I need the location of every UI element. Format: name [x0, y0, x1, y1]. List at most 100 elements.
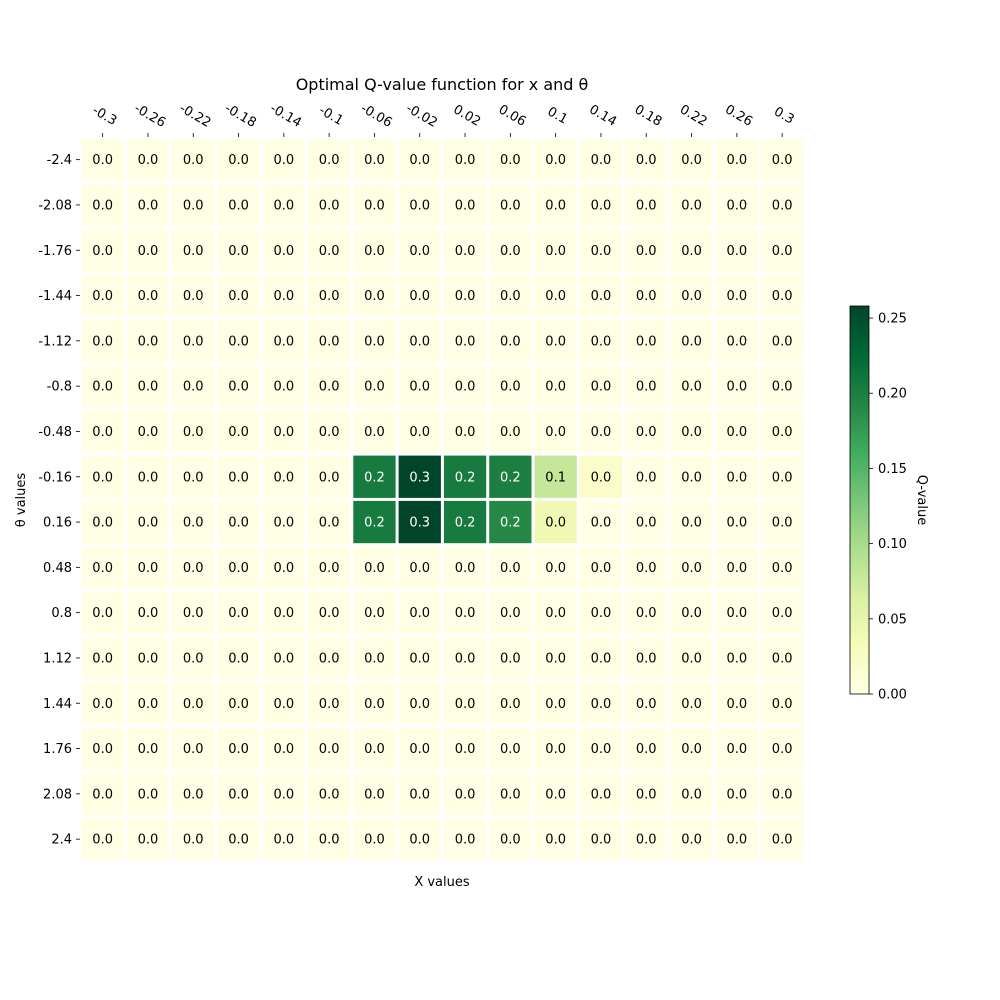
colorbar: 0.00 0.05 0.10 0.15 0.20 0.25 [849, 305, 907, 703]
heatmap-cell [489, 410, 532, 453]
heatmap-cell [670, 591, 713, 634]
cell-value-label: 0.0 [364, 833, 385, 848]
cell-value-label: 0.0 [274, 380, 295, 395]
cell-value-label: 0.0 [409, 289, 430, 304]
cell-value-label: 0.0 [183, 787, 204, 802]
cell-value-label: 0.0 [319, 606, 340, 621]
heatmap-cell [353, 772, 396, 815]
heatmap-cell [534, 636, 577, 680]
x-tick-label: -0.06 [358, 101, 395, 131]
cell-value-label: 0.0 [319, 425, 340, 440]
heatmap-cell [353, 818, 396, 861]
cell-value-label: 0.0 [319, 833, 340, 848]
heatmap-cell [81, 410, 124, 453]
heatmap-cell [534, 546, 577, 589]
cell-value-label: 0.0 [274, 516, 295, 531]
heatmap-cell [625, 138, 668, 181]
cell-value-label: 0.0 [545, 787, 566, 802]
heatmap-cell [715, 727, 758, 770]
heatmap-cell [398, 818, 441, 861]
heatmap-cell [579, 410, 623, 453]
cell-value-label: 0.0 [92, 470, 113, 485]
heatmap-cell [670, 183, 713, 227]
heatmap-cell [262, 772, 305, 815]
cell-value-label: 0.0 [183, 425, 204, 440]
cell-value-label: 0.0 [772, 198, 793, 213]
heatmap-cell [670, 546, 713, 589]
cell-value-label: 0.0 [681, 606, 702, 621]
cell-value-label: 0.0 [364, 697, 385, 712]
cell-value-label: 0.0 [274, 742, 295, 757]
heatmap-cell [217, 319, 260, 362]
heatmap-cell [443, 546, 487, 589]
heatmap-cell [217, 727, 260, 770]
heatmap-cell [625, 229, 668, 272]
heatmap-cell [625, 183, 668, 227]
heatmap-cell [398, 546, 441, 589]
cell-value-label: 0.0 [545, 380, 566, 395]
heatmap-cells [81, 138, 804, 861]
cell-value-label: 0.0 [92, 833, 113, 848]
cell-value-label: 0.0 [727, 651, 748, 666]
cell-value-label: 0.0 [681, 651, 702, 666]
x-axis-ticks: -0.3 -0.26 -0.22 -0.18 -0.14 -0.1 -0.06 -0.02 0.… [90, 101, 797, 137]
y-tick-label: 0.16 [43, 516, 72, 531]
heatmap-cell [715, 546, 758, 589]
heatmap-cell [625, 636, 668, 680]
cell-value-label: 0.0 [409, 742, 430, 757]
heatmap-cell [217, 636, 260, 680]
y-tick-label: 1.76 [43, 742, 72, 757]
heatmap-cell [715, 818, 758, 861]
cell-value-label: 0.0 [681, 289, 702, 304]
heatmap-cell [534, 365, 577, 408]
cell-value-label: 0.0 [545, 697, 566, 712]
heatmap-cell [262, 546, 305, 589]
y-tick-label: -0.8 [47, 380, 72, 395]
cell-value-label: 0.0 [727, 833, 748, 848]
cell-value-label: 0.0 [545, 516, 566, 531]
cell-value-label: 0.0 [591, 425, 612, 440]
cell-value-label: 0.0 [727, 153, 748, 168]
heatmap-cell [217, 274, 260, 317]
cell-value-label: 0.0 [274, 153, 295, 168]
cell-value-label: 0.0 [364, 198, 385, 213]
heatmap-cell [308, 410, 351, 453]
cell-value-label: 0.0 [138, 380, 159, 395]
y-tick-label: -2.08 [38, 198, 72, 213]
heatmap-cell [761, 410, 804, 453]
heatmap-cell [398, 591, 441, 634]
heatmap-cell [625, 818, 668, 861]
cell-value-label: 0.0 [636, 833, 657, 848]
cell-value-label: 0.0 [545, 244, 566, 259]
heatmap-cell [126, 546, 170, 589]
y-tick-label: -1.44 [38, 289, 72, 304]
cell-value-label: 0.0 [681, 697, 702, 712]
cell-value-label: 0.0 [500, 561, 521, 576]
cell-value-label: 0.0 [772, 697, 793, 712]
cell-value-label: 0.0 [636, 289, 657, 304]
cell-value-label: 0.0 [183, 606, 204, 621]
cell-value-label: 0.0 [591, 742, 612, 757]
y-axis-label: θ values [14, 473, 29, 528]
heatmap-cell [579, 682, 623, 725]
heatmap-cell [534, 138, 577, 181]
heatmap-cell [81, 274, 124, 317]
cell-value-label: 0.0 [500, 742, 521, 757]
cell-value-label: 0.0 [183, 470, 204, 485]
cell-value-label: 0.0 [228, 380, 249, 395]
heatmap-cell [262, 818, 305, 861]
cell-value-label: 0.0 [500, 289, 521, 304]
heatmap-cell [489, 727, 532, 770]
cell-value-label: 0.0 [364, 334, 385, 349]
heatmap-cell [398, 274, 441, 317]
cell-value-label: 0.0 [319, 516, 340, 531]
heatmap-cell [172, 455, 215, 498]
heatmap-cell [353, 183, 396, 227]
cell-value-label: 0.0 [319, 561, 340, 576]
heatmap-cell [262, 636, 305, 680]
cell-value-label: 0.0 [274, 334, 295, 349]
heatmap-cell [308, 591, 351, 634]
cell-value-label: 0.0 [591, 697, 612, 712]
heatmap-cell [126, 138, 170, 181]
heatmap-cell [172, 818, 215, 861]
